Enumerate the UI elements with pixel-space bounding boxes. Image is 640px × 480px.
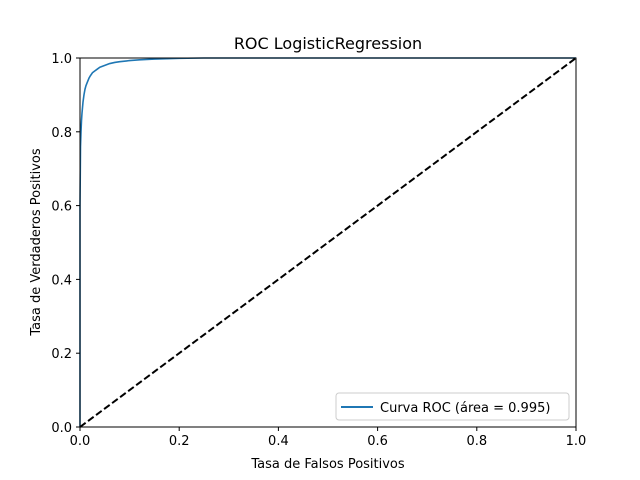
legend-box <box>335 392 570 421</box>
legend-label-roc: Curva ROC (área = 0.995) <box>380 401 550 416</box>
y-axis: 0.0 0.2 0.4 0.6 0.8 1.0 <box>51 52 80 436</box>
x-tick-label: 0.8 <box>466 434 487 449</box>
x-tick-label: 1.0 <box>566 434 587 449</box>
chart-title: ROC LogisticRegression <box>234 34 422 53</box>
diagonal-reference-line <box>79 57 577 428</box>
x-tick-label: 0.4 <box>268 434 289 449</box>
x-tick-label: 0.6 <box>367 434 388 449</box>
legend: Curva ROC (área = 0.995) <box>335 392 570 421</box>
y-tick-label: 0.6 <box>51 200 72 215</box>
axes-frame <box>79 57 577 428</box>
y-tick-label: 0.8 <box>51 126 72 141</box>
y-tick-label: 0.4 <box>51 273 72 288</box>
y-tick-label: 1.0 <box>51 52 72 67</box>
x-axis: 0.0 0.2 0.4 0.6 0.8 1.0 <box>70 427 587 449</box>
x-tick-label: 0.2 <box>169 434 190 449</box>
y-tick-label: 0.0 <box>51 421 72 436</box>
x-axis-label: Tasa de Falsos Positivos <box>250 457 405 472</box>
y-axis-label: Tasa de Verdaderos Positivos <box>29 148 44 336</box>
x-tick-label: 0.0 <box>70 434 91 449</box>
y-tick-label: 0.2 <box>51 347 72 362</box>
